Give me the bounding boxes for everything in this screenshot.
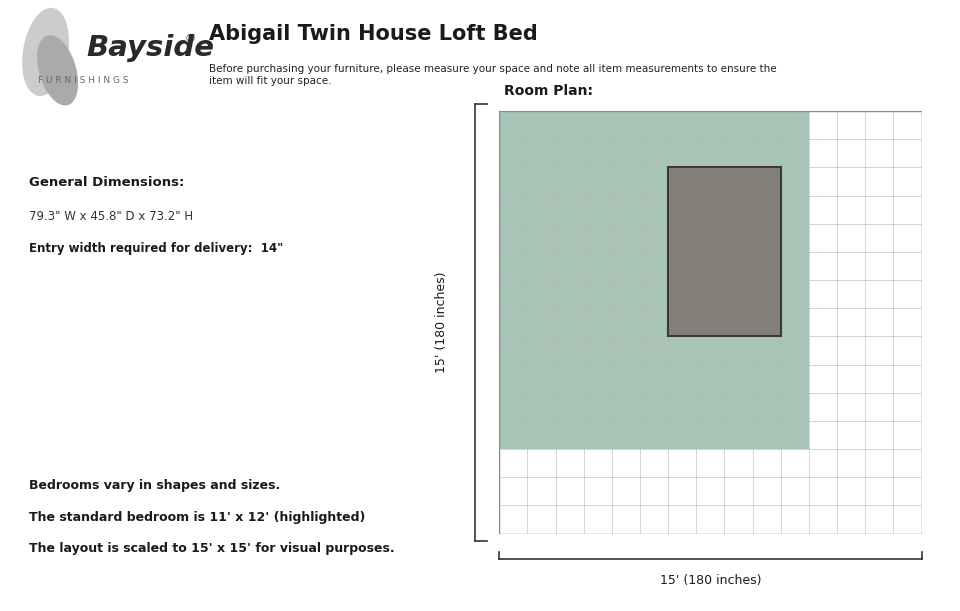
Text: The layout is scaled to 15' x 15' for visual purposes.: The layout is scaled to 15' x 15' for vi… — [29, 543, 395, 555]
Text: Room Plan:: Room Plan: — [504, 84, 593, 98]
Text: Before purchasing your furniture, please measure your space and note all item me: Before purchasing your furniture, please… — [209, 64, 777, 86]
Text: Entry width required for delivery:  14": Entry width required for delivery: 14" — [29, 242, 283, 255]
Text: The standard bedroom is 11' x 12' (highlighted): The standard bedroom is 11' x 12' (highl… — [29, 511, 365, 524]
Text: General Dimensions:: General Dimensions: — [29, 177, 184, 189]
Text: ®: ® — [184, 34, 196, 43]
Text: 79.3" W x 45.8" D x 73.2" H: 79.3" W x 45.8" D x 73.2" H — [29, 210, 193, 223]
Bar — [668, 167, 780, 337]
Text: F U R N I S H I N G S: F U R N I S H I N G S — [38, 76, 129, 86]
Bar — [499, 111, 809, 449]
Text: Abigail Twin House Loft Bed: Abigail Twin House Loft Bed — [209, 24, 538, 45]
Text: Bedrooms vary in shapes and sizes.: Bedrooms vary in shapes and sizes. — [29, 479, 280, 492]
Text: Bayside: Bayside — [86, 34, 214, 62]
Ellipse shape — [37, 36, 78, 104]
Text: 15' (180 inches): 15' (180 inches) — [660, 574, 761, 587]
Ellipse shape — [23, 9, 68, 95]
Text: 15' (180 inches): 15' (180 inches) — [435, 271, 448, 373]
